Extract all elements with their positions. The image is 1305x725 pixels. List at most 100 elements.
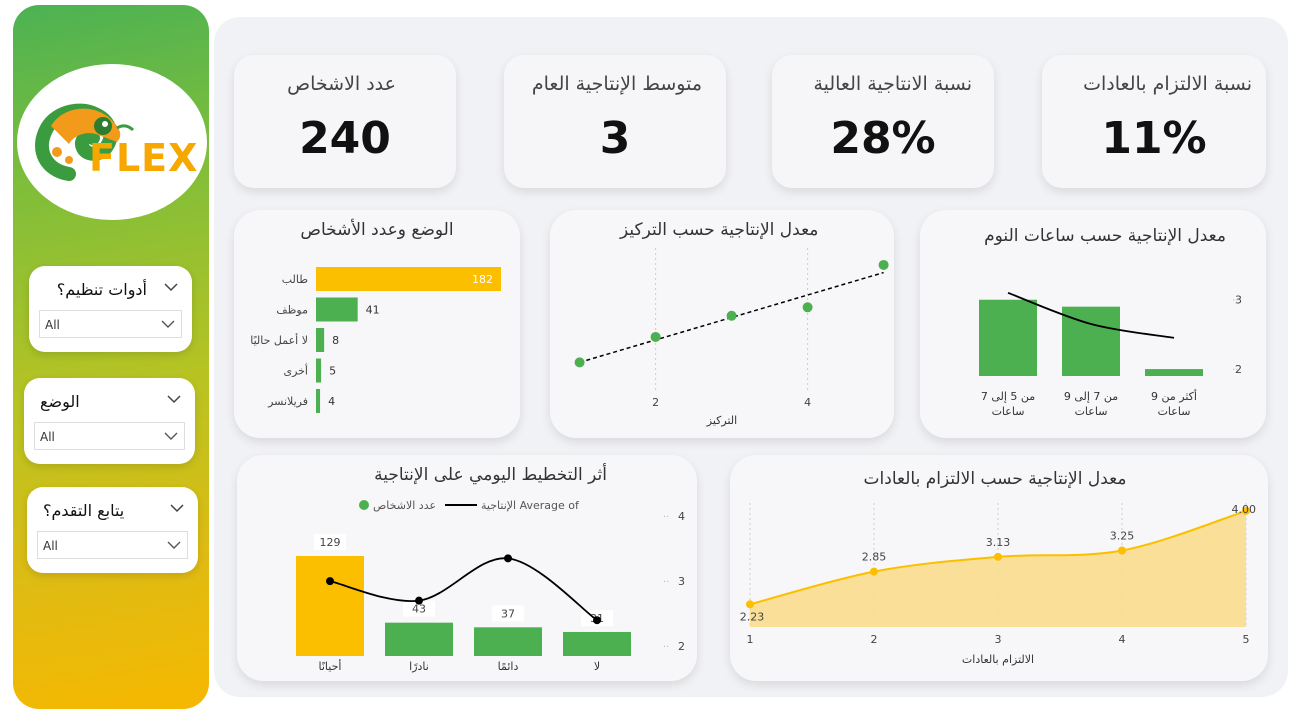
bar-category-label: ساعات [1075, 405, 1108, 418]
chevron-down-icon[interactable] [167, 394, 181, 404]
planning-bar [474, 627, 542, 656]
slicer-title: أدوات تنظيم؟ [56, 280, 147, 299]
area-data-label: 4.00 [1232, 503, 1257, 516]
chevron-down-icon [164, 432, 178, 440]
average-line [1007, 291, 1175, 339]
slicer-dropdown[interactable]: All [39, 310, 182, 338]
bar-category-label: ساعات [992, 405, 1025, 418]
area-data-label: 2.85 [862, 551, 887, 564]
bar-category-label: نادرًا [409, 660, 429, 673]
slicer-value: All [43, 539, 58, 553]
bar-category-label: أخرى [283, 364, 308, 378]
scatter-point [726, 310, 737, 321]
sidebar: FLEX أدوات تنظيم؟ All الوضع All يتابع ال… [13, 5, 209, 709]
bar-data-label: 8 [332, 334, 339, 347]
chart-title: الوضع وعدد الأشخاص [300, 220, 454, 240]
status-bar [316, 297, 358, 322]
average-line [329, 557, 598, 621]
scatter-point [878, 259, 889, 270]
status-bar-chart: طالب 182 موظف 41 لا أعمل حاليًا 8 أخرى 5 فريلانس… [250, 267, 501, 413]
slicer-organizing-tools: أدوات تنظيم؟ All [29, 266, 192, 352]
area-point [1242, 506, 1250, 515]
bar-data-label: 43 [412, 603, 426, 616]
legend-dot [359, 500, 369, 510]
y-tick-dots: ·· [663, 642, 669, 653]
status-bar [316, 358, 322, 383]
x-axis-title: الالتزام بالعادات [962, 653, 1034, 666]
slicer-title: الوضع [40, 392, 80, 411]
bar-data-label: 5 [329, 365, 336, 378]
status-bar [316, 267, 501, 291]
y-tick-label: 3 [1235, 294, 1242, 307]
area-point [870, 567, 878, 576]
habits-chart-card: معدل الإنتاجية حسب الالتزام بالعادات 1 2 3… [730, 455, 1268, 681]
x-axis-title: التركيز [706, 414, 737, 427]
slicer-title: يتابع التقدم؟ [43, 501, 125, 520]
kpi-label: نسبة الالتزام بالعادات [1083, 73, 1252, 95]
data-label-bg [403, 600, 435, 617]
sleep-bar [1145, 369, 1203, 376]
kpi-value: 3 [599, 113, 631, 164]
line-point [593, 616, 601, 625]
data-label-bg [314, 534, 346, 550]
sleep-chart-card: معدل الإنتاجية حسب ساعات النوم 2 ·· 3 ·· من … [920, 210, 1266, 438]
kpi-value: 240 [299, 113, 391, 164]
chart-title: معدل الإنتاجية حسب الالتزام بالعادات [863, 469, 1127, 489]
chevron-down-icon[interactable] [164, 282, 178, 292]
slicer-value: All [40, 430, 55, 444]
chart-title: معدل الإنتاجية حسب ساعات النوم [984, 226, 1226, 246]
y-tick-label: 4 [678, 510, 685, 523]
bar-category-label: لا [594, 660, 600, 673]
planning-bar [563, 631, 631, 656]
bar-category-label: من 5 إلى 7 [981, 390, 1035, 403]
chevron-down-icon [167, 541, 181, 549]
scatter-point [802, 302, 813, 313]
bar-data-label: 182 [472, 273, 493, 286]
x-tick-label: 2 [652, 396, 659, 409]
y-tick-label: 2 [1235, 363, 1242, 376]
line-point [415, 596, 423, 605]
area-point [746, 600, 754, 609]
chart-title: أثر التخطيط اليومي على الإنتاجية [374, 465, 607, 485]
legend-label: عدد الاشخاص [373, 499, 436, 512]
chart-title: معدل الإنتاجية حسب التركيز [620, 220, 819, 240]
planning-chart-card: أثر التخطيط اليومي على الإنتاجية عدد الا… [237, 455, 697, 681]
slicer-dropdown[interactable]: All [34, 422, 185, 450]
status-bar [316, 389, 321, 413]
y-tick-dots: ·· [1232, 365, 1238, 376]
trendline [579, 271, 884, 364]
x-tick-label: 4 [804, 396, 811, 409]
line-point [504, 554, 512, 563]
habits-area-chart: 1 2 3 4 5 2.23 2.85 3.13 3.25 4.00 الالتزام بالعاد… [740, 503, 1257, 666]
focus-scatter-chart: 2 4 التركيز [574, 248, 889, 427]
data-label-bg [492, 605, 524, 622]
bar-data-label: 37 [501, 607, 515, 620]
area-data-label: 2.23 [740, 610, 765, 623]
bar-category-label: دائمًا [498, 660, 519, 673]
kpi-label: نسبة الانتاجية العالية [813, 73, 972, 95]
planning-combo-chart: عدد الاشخاص الإنتاجية Average of 2 ·· 3 ·· 4 ··… [296, 499, 685, 673]
legend-label: الإنتاجية Average of [481, 499, 580, 512]
kpi-high-productivity-rate: نسبة الانتاجية العالية 28% [772, 55, 994, 188]
chevron-down-icon[interactable] [170, 503, 184, 513]
status-bar [316, 328, 325, 352]
y-tick-dots: ·· [663, 512, 669, 523]
logo-text: FLEX [89, 136, 199, 180]
kpi-average-productivity: متوسط الإنتاجية العام 3 [504, 55, 726, 188]
bar-category-label: أكثر من 9 [1151, 389, 1197, 403]
slicer-dropdown[interactable]: All [37, 531, 188, 559]
scatter-point [574, 357, 585, 368]
sleep-bar [979, 299, 1037, 376]
kpi-label: متوسط الإنتاجية العام [531, 73, 702, 95]
kpi-habit-commitment-rate: نسبة الالتزام بالعادات 11% [1042, 55, 1266, 188]
kpi-label: عدد الاشخاص [287, 73, 396, 95]
bar-category-label: لا أعمل حاليًا [250, 333, 308, 347]
flex-logo: FLEX [17, 64, 207, 220]
bar-category-label: طالب [282, 273, 309, 286]
bar-category-label: فريلانسر [267, 395, 308, 408]
bar-category-label: ساعات [1158, 405, 1191, 418]
y-tick-dots: ·· [1232, 296, 1238, 307]
x-tick-label: 1 [747, 633, 754, 646]
area-data-label: 3.25 [1110, 529, 1135, 542]
